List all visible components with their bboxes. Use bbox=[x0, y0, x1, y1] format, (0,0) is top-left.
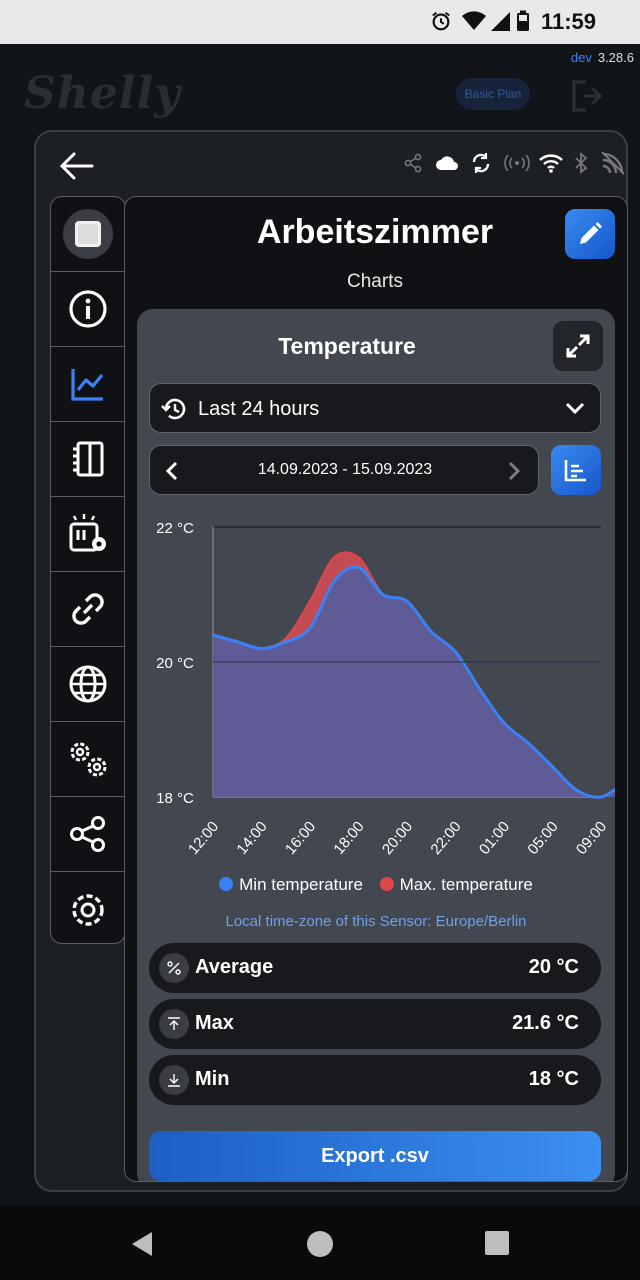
content-panel: Arbeitszimmer Charts Temperature Last 24… bbox=[124, 196, 628, 1182]
legend-max-label: Max. temperature bbox=[399, 875, 533, 894]
sidebar-item-network[interactable] bbox=[51, 647, 125, 722]
chart-legend: Min temperature Max. temperature bbox=[137, 875, 615, 895]
nav-recents-icon[interactable] bbox=[484, 1230, 510, 1256]
min-icon bbox=[159, 1065, 189, 1095]
pencil-icon bbox=[580, 222, 602, 244]
gears-icon bbox=[70, 742, 107, 777]
nav-back-icon[interactable] bbox=[128, 1230, 156, 1258]
info-icon bbox=[69, 290, 107, 328]
percent-icon bbox=[159, 953, 189, 983]
stat-average: Average 20 °C bbox=[149, 943, 601, 993]
chart-icon bbox=[71, 369, 104, 401]
clock: 11:59 bbox=[540, 9, 596, 34]
share-icon bbox=[70, 816, 105, 852]
sidebar-item-links[interactable] bbox=[51, 572, 125, 647]
dev-label: dev bbox=[570, 50, 592, 65]
x-tick-label: 14:00 bbox=[233, 818, 270, 858]
device-panel-icon bbox=[73, 441, 104, 477]
y-tick-label: 18 °C bbox=[156, 790, 194, 807]
bar-chart-icon bbox=[564, 460, 586, 482]
export-csv-button[interactable]: Export .csv bbox=[149, 1131, 601, 1181]
timezone-note: Local time-zone of this Sensor: Europe/B… bbox=[225, 913, 527, 930]
card-title: Temperature bbox=[278, 333, 416, 359]
rss-icon bbox=[601, 151, 625, 175]
sidebar-item-device[interactable] bbox=[51, 197, 125, 272]
y-tick-label: 20 °C bbox=[156, 655, 194, 672]
stat-average-value: 20 °C bbox=[528, 956, 579, 978]
legend-max-marker bbox=[379, 877, 394, 891]
wifi-status-icon bbox=[539, 154, 563, 173]
x-tick-label: 18:00 bbox=[330, 818, 367, 858]
plan-button[interactable]: Basic Plan bbox=[456, 78, 530, 110]
sidebar-item-share[interactable] bbox=[51, 797, 125, 872]
alarm-icon bbox=[432, 11, 450, 31]
globe-icon bbox=[69, 665, 107, 703]
fullscreen-button[interactable] bbox=[553, 321, 603, 371]
nav-home-icon[interactable] bbox=[306, 1230, 334, 1258]
stat-min-value: 18 °C bbox=[528, 1068, 579, 1090]
wifi-icon bbox=[462, 11, 486, 30]
expand-icon bbox=[566, 334, 590, 358]
sidebar-item-device-settings[interactable] bbox=[51, 497, 125, 572]
stat-min: Min 18 °C bbox=[149, 1055, 601, 1105]
stat-min-label: Min bbox=[195, 1068, 230, 1090]
chevron-down-icon bbox=[565, 402, 585, 415]
battery-icon bbox=[517, 10, 529, 31]
cloud-icon bbox=[436, 156, 458, 170]
back-button[interactable] bbox=[56, 146, 96, 186]
logout-icon[interactable] bbox=[570, 78, 610, 114]
sidebar-item-advanced[interactable] bbox=[51, 722, 125, 797]
temperature-chart: 22 °C 20 °C 18 °C 12:00 14:00 16:00 18:00 20:00… bbox=[156, 520, 615, 858]
time-range-label: Last 24 hours bbox=[198, 398, 320, 420]
device-modal: Arbeitszimmer Charts Temperature Last 24… bbox=[34, 130, 628, 1192]
x-tick-label: 01:00 bbox=[476, 818, 513, 858]
min-temperature-area bbox=[213, 567, 615, 798]
stat-average-label: Average bbox=[195, 956, 274, 978]
history-icon bbox=[161, 398, 186, 420]
sync-icon bbox=[472, 153, 490, 173]
device-thumbnail-icon bbox=[63, 209, 113, 259]
sidebar-item-charts[interactable] bbox=[51, 347, 125, 422]
navigation-bar bbox=[0, 1206, 640, 1280]
bluetooth-icon bbox=[575, 152, 588, 174]
device-settings-icon bbox=[69, 514, 106, 552]
legend-min-label: Min temperature bbox=[239, 875, 363, 894]
legend-min-marker bbox=[219, 877, 234, 891]
link-icon bbox=[72, 593, 104, 625]
section-title: Charts bbox=[347, 271, 403, 292]
y-tick-label: 22 °C bbox=[156, 520, 194, 537]
min-temperature-line bbox=[212, 565, 615, 799]
x-tick-label: 20:00 bbox=[379, 818, 416, 858]
date-range-label: 14.09.2023 - 15.09.2023 bbox=[257, 461, 433, 478]
version-number: 3.28.6 bbox=[597, 50, 634, 65]
chart-type-button[interactable] bbox=[551, 445, 601, 495]
x-tick-label: 09:00 bbox=[573, 818, 610, 858]
shelly-logo: Shelly bbox=[24, 68, 181, 119]
date-navigator: 14.09.2023 - 15.09.2023 bbox=[149, 445, 539, 495]
max-icon bbox=[159, 1009, 189, 1039]
chevron-right-icon[interactable] bbox=[506, 460, 522, 482]
bluetooth-broadcast-icon bbox=[504, 154, 530, 172]
temperature-card: Temperature Last 24 hours 14.09.2023 - 1… bbox=[137, 309, 615, 1181]
signal-icon bbox=[491, 12, 510, 31]
version-label: dev 3.28.6 bbox=[571, 50, 634, 65]
stat-max: Max 21.6 °C bbox=[149, 999, 601, 1049]
status-bar: 11:59 bbox=[0, 0, 640, 44]
x-tick-label: 22:00 bbox=[427, 818, 464, 858]
stat-max-value: 21.6 °C bbox=[512, 1012, 579, 1034]
sidebar-item-info[interactable] bbox=[51, 272, 125, 347]
sidebar-item-settings[interactable] bbox=[51, 872, 125, 943]
device-sidebar bbox=[50, 196, 126, 944]
device-name: Arbeitszimmer bbox=[256, 213, 494, 251]
settings-icon bbox=[72, 893, 104, 926]
chevron-left-icon[interactable] bbox=[164, 460, 180, 482]
sidebar-item-device-panel[interactable] bbox=[51, 422, 125, 497]
x-tick-label: 16:00 bbox=[282, 818, 319, 858]
share-status-icon bbox=[404, 153, 422, 173]
time-range-select[interactable]: Last 24 hours bbox=[149, 383, 601, 433]
stat-max-label: Max bbox=[195, 1012, 234, 1034]
x-tick-label: 12:00 bbox=[185, 818, 222, 858]
edit-button[interactable] bbox=[565, 209, 615, 259]
x-tick-label: 05:00 bbox=[524, 818, 561, 858]
